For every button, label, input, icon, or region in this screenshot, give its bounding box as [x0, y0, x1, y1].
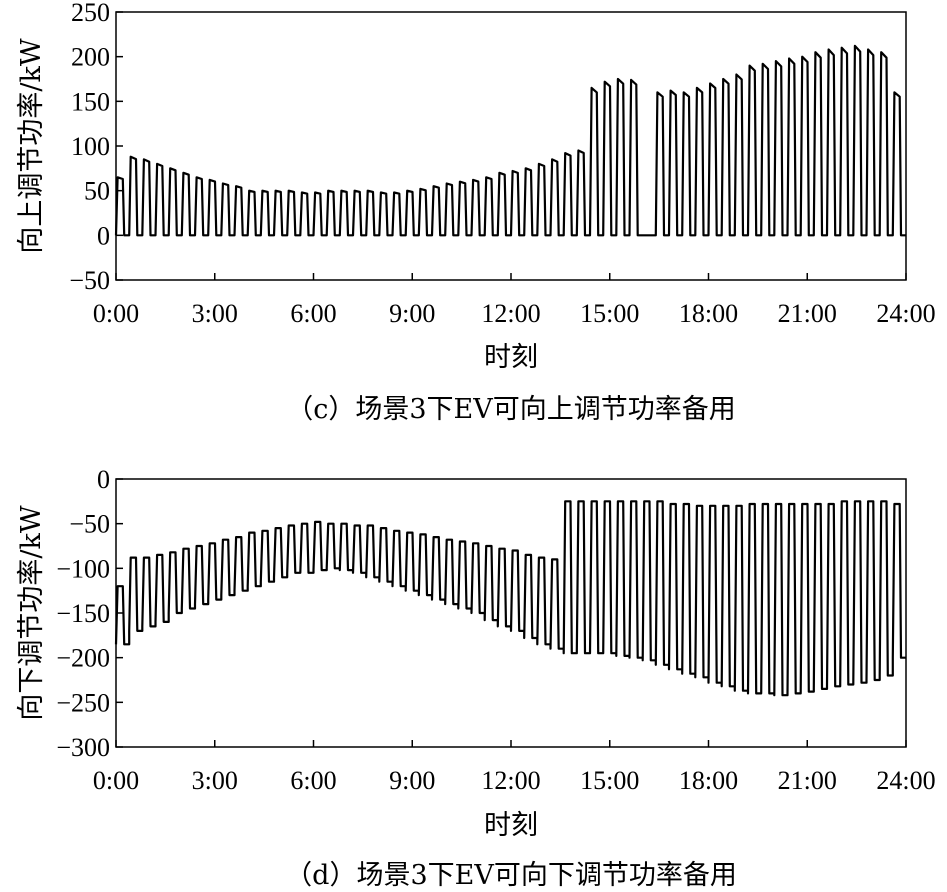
- chart-c-x-tick-label: 18:00: [679, 299, 738, 328]
- chart-d-xlabel: 时刻: [484, 810, 538, 841]
- chart-d-x-tick-label: 18:00: [679, 766, 738, 795]
- chart-c-y-tick-label: 0: [97, 221, 110, 250]
- chart-c-y-tick-label: 50: [84, 177, 110, 206]
- chart-d-series-line: [114, 500, 906, 697]
- chart-c-x-tick-label: 21:00: [778, 299, 837, 328]
- chart-c-y-tick-label: 250: [71, 0, 110, 27]
- chart-d-caption: （d）场景3下EV可向下调节功率备用: [285, 860, 737, 891]
- chart-d-y-tick-label: −100: [56, 554, 110, 583]
- chart-c-y-tick-label: 100: [71, 132, 110, 161]
- chart-d-x-tick-label: 21:00: [778, 766, 837, 795]
- chart-c-xlabel: 时刻: [484, 342, 538, 373]
- chart-d-y-ticks: 0 −50 −100 −150 −200 −250 −300: [56, 465, 123, 762]
- chart-c-x-tick-label: 9:00: [389, 299, 435, 328]
- chart-c-series-line: [114, 44, 906, 237]
- chart-d-x-tick-label: 24:00: [876, 766, 935, 795]
- chart-c-y-tick-label: 200: [71, 43, 110, 72]
- chart-d-ylabel: 向下调节功率/kW: [16, 505, 47, 720]
- chart-c-y-tick-label: 150: [71, 87, 110, 116]
- chart-d: 0 −50 −100 −150 −200 −250 −300 0:00 3:00 6:00 9:0…: [16, 465, 936, 891]
- chart-c-x-tick-label: 15:00: [580, 299, 639, 328]
- chart-c: 250 200 150 100 50 0 −50 0:00 3:00 6:00 9:00 12:00…: [16, 0, 936, 425]
- chart-c-x-tick-label: 3:00: [192, 299, 238, 328]
- chart-c-ylabel: 向上调节功率/kW: [16, 38, 47, 253]
- chart-c-y-ticks: 250 200 150 100 50 0 −50: [69, 0, 123, 295]
- chart-d-x-tick-label: 9:00: [389, 766, 435, 795]
- chart-d-y-tick-label: −250: [56, 688, 110, 717]
- chart-c-x-ticks: 0:00 3:00 6:00 9:00 12:00 15:00 18:00 21:00 24:0…: [93, 273, 936, 328]
- chart-c-x-tick-label: 6:00: [290, 299, 336, 328]
- chart-d-y-tick-label: −300: [56, 733, 110, 762]
- chart-d-y-tick-label: −150: [56, 599, 110, 628]
- chart-c-y-tick-label: −50: [69, 266, 110, 295]
- chart-d-y-tick-label: 0: [97, 465, 110, 494]
- chart-d-x-tick-label: 0:00: [93, 766, 139, 795]
- chart-c-x-tick-label: 24:00: [876, 299, 935, 328]
- chart-d-x-tick-label: 6:00: [290, 766, 336, 795]
- chart-d-y-tick-label: −50: [69, 510, 110, 539]
- chart-c-x-tick-label: 12:00: [481, 299, 540, 328]
- chart-d-x-tick-label: 12:00: [481, 766, 540, 795]
- chart-d-x-tick-label: 15:00: [580, 766, 639, 795]
- chart-d-x-tick-label: 3:00: [192, 766, 238, 795]
- chart-d-x-ticks: 0:00 3:00 6:00 9:00 12:00 15:00 18:00 21:00 24:0…: [93, 740, 936, 795]
- chart-c-x-tick-label: 0:00: [93, 299, 139, 328]
- chart-c-caption: （c）场景3下EV可向上调节功率备用: [286, 394, 736, 425]
- chart-d-y-tick-label: −200: [56, 644, 110, 673]
